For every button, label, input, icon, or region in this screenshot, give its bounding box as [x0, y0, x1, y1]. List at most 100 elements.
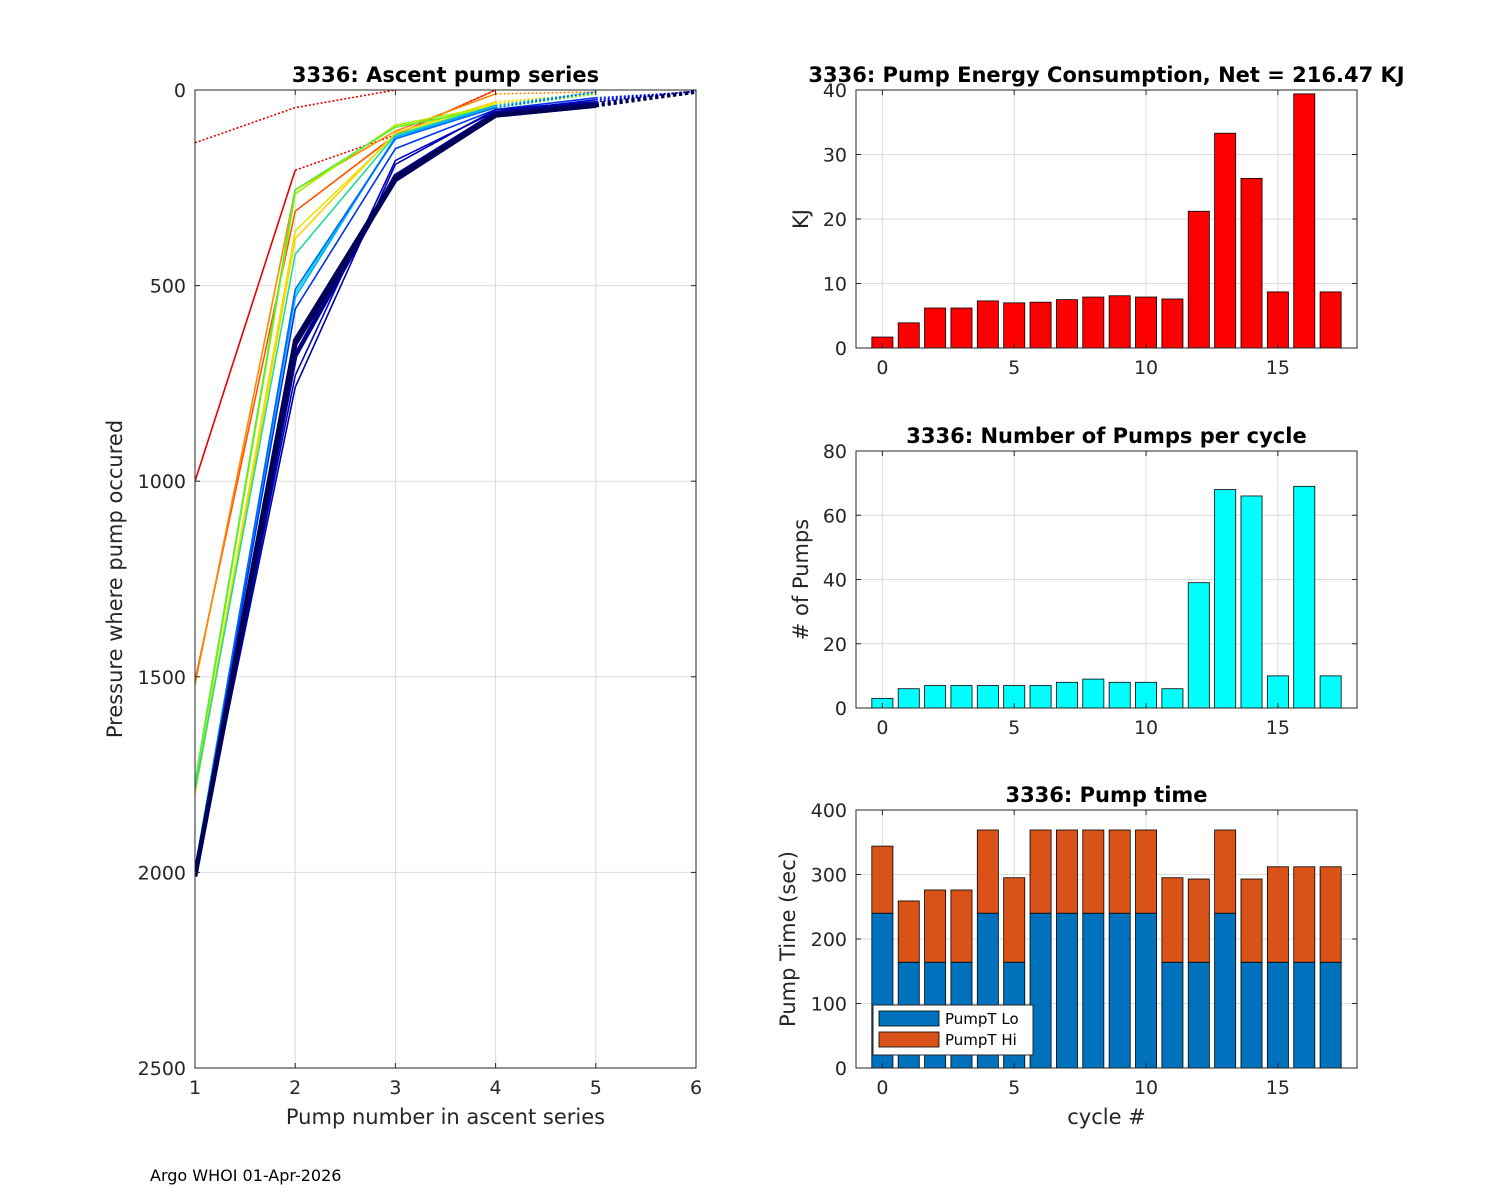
- y-axis-label: Pressure where pump occured: [103, 420, 127, 738]
- bar: [897, 322, 920, 349]
- y-tick-label: 100: [811, 994, 847, 1016]
- legend-swatch: [878, 1031, 940, 1048]
- y-tick-label: 10: [823, 274, 847, 296]
- x-tick-label: 5: [590, 1077, 602, 1099]
- bar: [1293, 485, 1316, 709]
- bar-hi: [1293, 866, 1316, 963]
- y-tick-label: 2000: [138, 862, 186, 884]
- bar-lo: [1161, 961, 1184, 1069]
- series-line-cycle-14: [195, 100, 596, 873]
- footer-text: Argo WHOI 01-Apr-2026: [150, 1166, 342, 1185]
- bar-lo: [1108, 912, 1131, 1069]
- chart-title: 3336: Pump time: [1005, 783, 1207, 807]
- bar: [950, 307, 973, 349]
- series-line-cycle-5: [195, 102, 496, 791]
- bar-hi: [950, 889, 973, 963]
- y-tick-label: 2500: [138, 1058, 186, 1080]
- x-tick-label: 1: [189, 1077, 201, 1099]
- bar-lo: [1056, 912, 1078, 1069]
- y-tick-label: 0: [835, 338, 847, 360]
- series-dotted-cycle-12: [595, 91, 696, 99]
- bar: [1056, 299, 1078, 349]
- bar: [1319, 675, 1342, 709]
- series-dotted-cycle-5: [495, 93, 596, 105]
- legend-label: PumpT Lo: [945, 1010, 1019, 1028]
- x-tick-label: 5: [1008, 357, 1020, 379]
- series-line-cycle-17: [195, 103, 597, 877]
- bar-lo: [1187, 961, 1210, 1069]
- bar: [1240, 177, 1263, 349]
- bar: [1319, 291, 1342, 349]
- x-tick-label: 0: [876, 717, 888, 739]
- bar-hi: [1135, 829, 1157, 914]
- bar-lo: [1214, 912, 1237, 1069]
- bar-hi: [1266, 866, 1289, 963]
- x-tick-label: 15: [1266, 717, 1290, 739]
- y-tick-label: 200: [811, 929, 847, 951]
- ascent-lines: [195, 89, 696, 877]
- y-tick-label: 40: [823, 570, 847, 592]
- y-tick-label: 60: [823, 505, 847, 527]
- y-tick-label: 0: [835, 698, 847, 720]
- y-tick-label: 400: [811, 800, 847, 822]
- bar: [1240, 495, 1263, 709]
- bar-hi: [924, 889, 947, 963]
- x-tick-label: 5: [1008, 717, 1020, 739]
- bar: [1293, 93, 1316, 349]
- bar: [1029, 301, 1052, 349]
- bar-lo: [1240, 961, 1263, 1069]
- series-line-cycle-10: [195, 104, 496, 871]
- series-line-cycle-9: [195, 106, 496, 869]
- bar: [1214, 132, 1237, 349]
- bar-hi: [1214, 829, 1237, 914]
- x-tick-label: 10: [1134, 717, 1158, 739]
- bar: [1161, 298, 1184, 349]
- bar-hi: [1187, 878, 1210, 963]
- x-tick-label: 2: [289, 1077, 301, 1099]
- bar-hi: [1082, 829, 1105, 914]
- bar-hi: [1056, 829, 1078, 914]
- y-tick-label: 300: [811, 865, 847, 887]
- x-tick-label: 5: [1008, 1077, 1020, 1099]
- y-tick-label: 40: [823, 80, 847, 102]
- bar: [1161, 688, 1184, 709]
- series-dotted-cycle-14: [595, 90, 696, 103]
- series-dotted-cycle-11: [495, 91, 596, 109]
- axes-ascent: 1 2 3 4 5 6 0 500 1000 1500 2000 2500 3336: Ascent p…: [103, 63, 702, 1129]
- x-tick-label: 0: [876, 357, 888, 379]
- bar: [1135, 296, 1157, 349]
- y-tick-label: 500: [150, 276, 186, 298]
- y-tick-label: 0: [174, 80, 186, 102]
- legend-swatch: [878, 1010, 940, 1027]
- legend-label: PumpT Hi: [945, 1031, 1017, 1049]
- bar-lo: [1266, 961, 1289, 1069]
- y-axis-label: KJ: [789, 209, 813, 229]
- bar: [1266, 291, 1289, 349]
- series-line-cycle-4: [195, 100, 496, 795]
- bar-hi: [1161, 877, 1184, 963]
- axes-time: 0 5 10 15 0 100 200 300 400 3336: Pump time Pump T…: [776, 783, 1358, 1129]
- series-line-cycle-0: [195, 169, 296, 482]
- series-line-cycle-7: [195, 106, 496, 783]
- y-tick-label: 0: [835, 1058, 847, 1080]
- x-tick-label: 10: [1134, 1077, 1158, 1099]
- bar-hi: [1319, 866, 1342, 963]
- bar: [924, 307, 947, 349]
- series-dotted-cycle-17: [595, 90, 696, 108]
- series-line-cycle-2: [195, 134, 396, 681]
- x-axis-label: Pump number in ascent series: [286, 1105, 605, 1129]
- series-line-cycle-8: [195, 104, 496, 791]
- bar: [950, 685, 973, 709]
- y-axis-label: Pump Time (sec): [776, 851, 800, 1027]
- bar: [1187, 210, 1210, 349]
- bar: [897, 688, 920, 709]
- x-tick-label: 4: [490, 1077, 502, 1099]
- x-tick-label: 0: [876, 1077, 888, 1099]
- chart-title: 3336: Pump Energy Consumption, Net = 216…: [808, 63, 1404, 87]
- series-dotted-cycle-3: [495, 91, 596, 95]
- bar: [1082, 296, 1105, 349]
- series-dotted-cycle-13: [595, 90, 696, 101]
